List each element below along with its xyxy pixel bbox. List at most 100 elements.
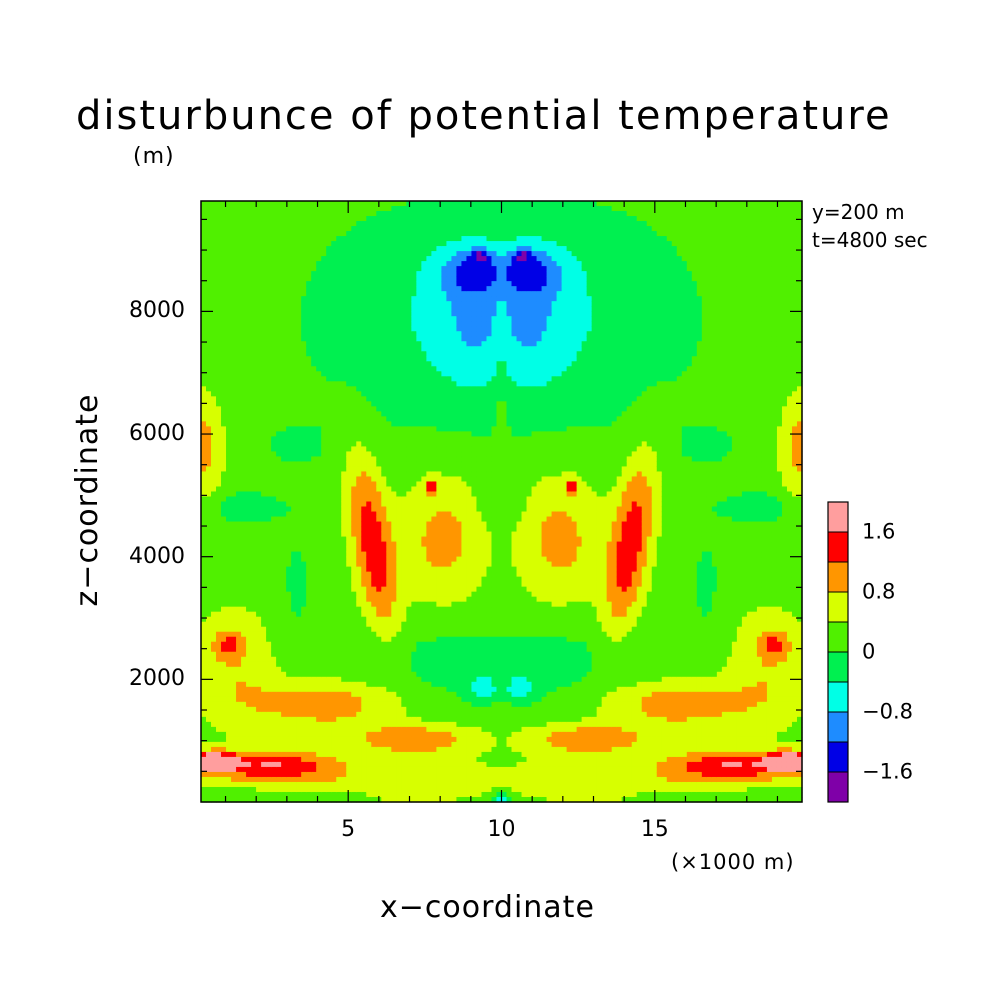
heatmap-cell [241,696,247,703]
heatmap-cell [401,481,407,488]
heatmap-cell [296,616,302,623]
heatmap-cell [271,776,277,783]
heatmap-cell [346,301,352,307]
heatmap-cell [246,381,252,387]
heatmap-cell [236,356,242,362]
heatmap-cell [281,506,287,513]
heatmap-cell [381,711,387,718]
heatmap-cell [351,586,357,593]
heatmap-cell [321,526,327,533]
heatmap-cell [271,306,277,312]
heatmap-cell [406,341,412,347]
heatmap-cell [356,261,362,267]
heatmap-cell [261,276,267,282]
heatmap-cell [241,346,247,352]
heatmap-cell [226,561,232,568]
heatmap-cell [266,266,272,272]
heatmap-cell [276,416,282,422]
heatmap-cell [271,731,277,738]
heatmap-cell [346,471,352,478]
heatmap-cell [311,266,317,272]
heatmap-cell [326,541,332,548]
heatmap-cell [351,436,357,442]
heatmap-cell [376,281,382,287]
heatmap-cell [376,236,382,242]
heatmap-cell [356,411,362,417]
heatmap-cell [306,586,312,593]
heatmap-cell [341,416,347,422]
heatmap-cell [291,741,297,748]
heatmap-cell [356,371,362,377]
heatmap-cell [301,706,307,713]
heatmap-cell [226,536,232,543]
heatmap-cell [371,371,377,377]
heatmap-cell [361,396,367,402]
heatmap-cell [346,726,352,733]
heatmap-cell [361,566,367,573]
heatmap-cell [236,476,242,483]
heatmap-cell [336,376,342,382]
heatmap-cell [321,511,327,518]
heatmap-cell [301,421,307,427]
heatmap-cell [311,491,317,498]
heatmap-cell [341,751,347,758]
heatmap-cell [286,206,292,212]
heatmap-cell [376,541,382,548]
heatmap-cell [391,321,397,327]
heatmap-cell [211,586,217,593]
heatmap-cell [336,651,342,658]
heatmap-cell [206,456,212,463]
heatmap-cell [246,426,252,432]
heatmap-cell [311,216,317,222]
heatmap-cell [271,751,277,758]
heatmap-cell [371,691,377,698]
heatmap-cell [341,461,347,468]
heatmap-cell [286,711,292,718]
heatmap-cell [221,311,227,317]
heatmap-cell [346,546,352,553]
heatmap-cell [356,291,362,297]
heatmap-cell [211,691,217,698]
heatmap-cell [366,311,372,317]
heatmap-cell [286,596,292,603]
heatmap-cell [226,656,232,663]
heatmap-cell [291,671,297,678]
heatmap-cell [266,241,272,247]
heatmap-cell [396,501,402,508]
heatmap-cell [381,416,387,422]
heatmap-cell [316,541,322,548]
heatmap-cell [226,231,232,237]
heatmap-cell [371,646,377,653]
heatmap-cell [381,666,387,673]
heatmap-cell [396,556,402,563]
heatmap-cell [366,221,372,227]
heatmap-cell [256,311,262,317]
heatmap-cell [301,226,307,232]
heatmap-cell [311,206,317,212]
heatmap-cell [321,506,327,513]
heatmap-cell [306,546,312,553]
heatmap-cell [361,356,367,362]
heatmap-cell [246,311,252,317]
heatmap-cell [216,211,222,217]
heatmap-cell [286,456,292,463]
heatmap-cell [381,636,387,643]
heatmap-cell [281,291,287,297]
heatmap-cell [246,666,252,673]
heatmap-cell [321,456,327,463]
heatmap-cell [256,706,262,713]
heatmap-cell [246,221,252,227]
heatmap-cell [201,516,207,523]
heatmap-cell [401,366,407,372]
heatmap-cell [201,776,207,783]
heatmap-cell [386,421,392,427]
heatmap-cell [346,211,352,217]
heatmap-cell [246,706,252,713]
heatmap-cell [406,316,412,322]
heatmap-cell [311,256,317,262]
heatmap-cell [321,616,327,623]
heatmap-cell [246,491,252,498]
heatmap-cell [376,261,382,267]
heatmap-cell [236,421,242,427]
heatmap-cell [291,761,297,768]
